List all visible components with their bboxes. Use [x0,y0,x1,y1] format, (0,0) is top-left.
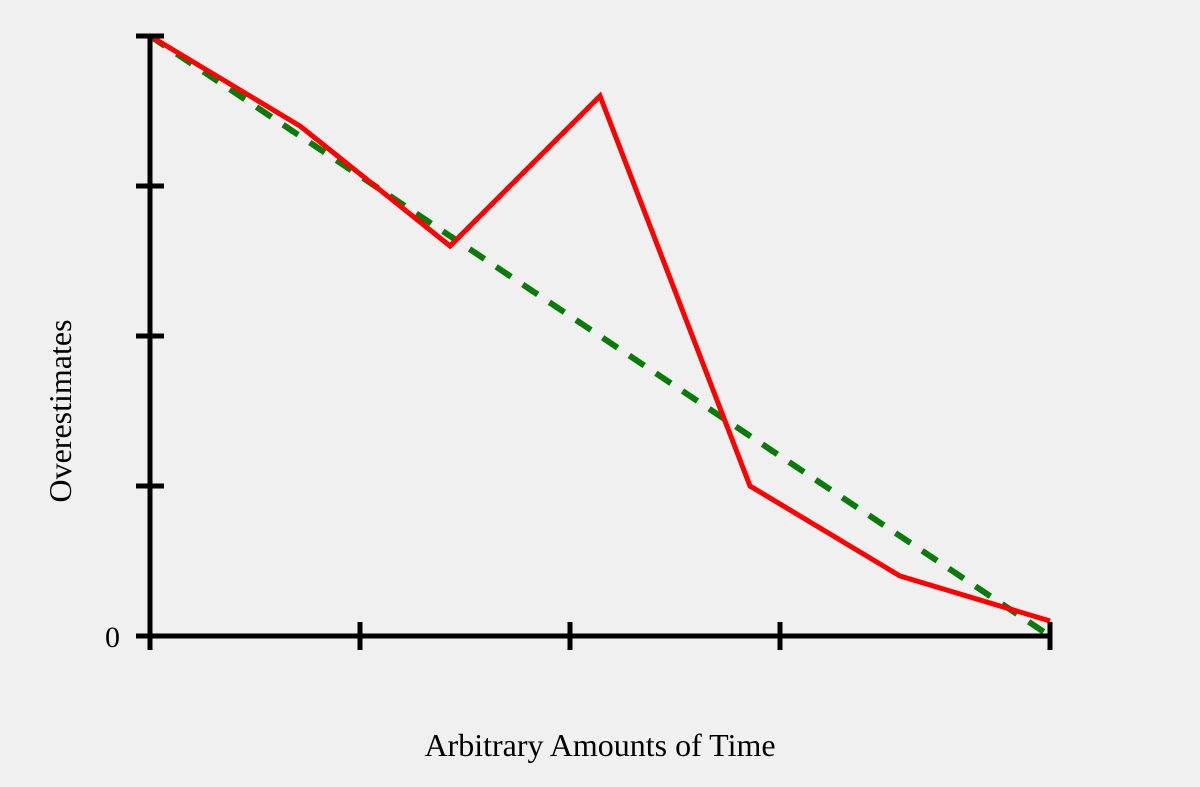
dashed-trend-line-series-1 [148,33,1052,639]
solid-data-line-series-0 [148,33,1051,624]
x-axis-title: Arbitrary Amounts of Time [424,727,775,763]
axes-layer: 0 [105,33,1053,654]
y-tick-label-0: 0 [105,621,120,654]
y-axis-title: Overestimates [42,319,78,502]
ticks-layer: 0 [105,33,1053,654]
series-layer [148,33,1052,639]
